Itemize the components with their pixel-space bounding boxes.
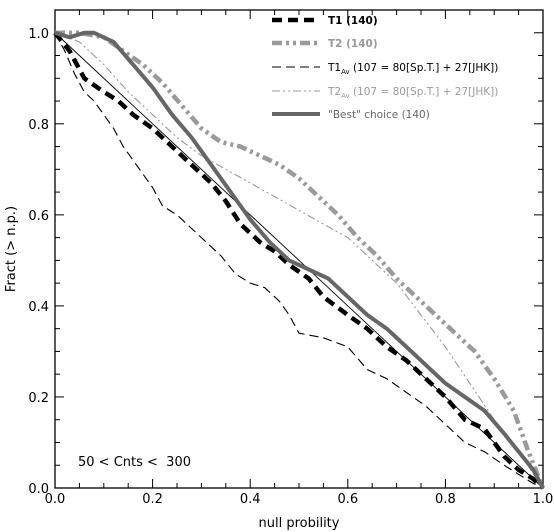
legend-label-0: T1 (140) <box>328 15 378 27</box>
y-axis-title: Fract (> n.p.) <box>4 206 19 292</box>
legend-label-2: T1Av (107 = 80[Sp.T.] + 27[JHK]) <box>327 62 498 76</box>
reference-line-group <box>54 32 544 489</box>
y-tick-label: 0.6 <box>28 209 49 224</box>
x-tick-label: 0.0 <box>45 492 66 507</box>
legend-label-4: "Best" choice (140) <box>328 109 430 121</box>
plot-frame-rect <box>54 9 544 489</box>
series-group <box>53 30 546 490</box>
series-line-0 <box>53 31 545 490</box>
series-line-2 <box>54 32 544 489</box>
legend-label-3: T2Av (107 = 80[Sp.T.] + 27[JHK]) <box>327 86 498 100</box>
y-tick-label: 0.0 <box>28 482 49 497</box>
reference-diagonal-line <box>54 32 544 489</box>
y-tick-label: 1.0 <box>28 27 49 42</box>
x-tick-label: 1.0 <box>533 492 554 507</box>
legend-label-1: T2 (140) <box>328 38 378 50</box>
series-line-1 <box>55 30 546 489</box>
plot-frame <box>54 9 544 489</box>
y-tick-label: 0.2 <box>28 391 49 406</box>
x-tick-label: 0.2 <box>142 492 163 507</box>
series-line-4 <box>54 30 545 489</box>
y-tick-label: 0.8 <box>28 118 49 133</box>
series-line-3 <box>54 32 544 489</box>
x-axis-title: null probility <box>259 516 340 531</box>
x-tick-label: 0.6 <box>337 492 358 507</box>
x-tick-label: 0.8 <box>435 492 456 507</box>
counts-annotation: 50 < Cnts < 300 <box>78 455 191 470</box>
y-tick-label: 0.4 <box>28 300 49 315</box>
axis-ticks: 0.0 0.2 0.4 0.6 0.8 1.0 0.0 0.2 0.4 0.6 0.8 1.0 <box>28 10 553 507</box>
x-tick-label: 0.4 <box>240 492 261 507</box>
legend: T1 (140) T2 (140) T1Av (107 = 80[Sp.T.] + … <box>272 15 498 121</box>
